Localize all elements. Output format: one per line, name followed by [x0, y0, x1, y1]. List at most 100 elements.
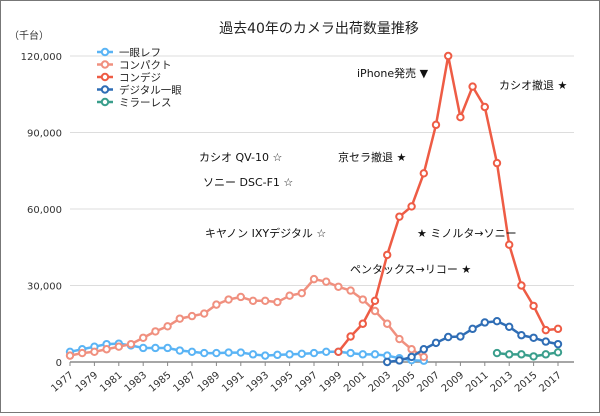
data-point — [187, 347, 197, 356]
data-point — [358, 350, 367, 359]
annotation-casio-exit: カシオ撤退 ★ — [499, 78, 567, 92]
data-point — [444, 332, 453, 342]
x-tick-label: 1977 — [49, 370, 76, 395]
data-point — [553, 348, 563, 357]
series-line — [69, 277, 425, 358]
data-point — [322, 277, 331, 286]
x-tick-label: 1991 — [220, 370, 247, 395]
data-point — [468, 82, 477, 91]
data-point — [480, 102, 489, 112]
data-point — [78, 348, 87, 358]
series-group — [65, 51, 563, 367]
data-point — [200, 309, 209, 318]
annotation-pentax-ricoh: ペンタックス→リコー ★ — [350, 263, 471, 276]
data-point — [370, 296, 380, 305]
data-point — [151, 343, 160, 353]
series-1 — [65, 274, 428, 362]
data-point — [139, 333, 148, 342]
data-point — [248, 350, 258, 359]
data-point — [492, 158, 502, 168]
series-line — [337, 54, 559, 353]
data-point — [334, 347, 343, 356]
x-tick-label: 1985 — [147, 370, 174, 395]
data-point — [517, 350, 526, 359]
data-point — [431, 338, 441, 348]
annotation-minolta-sony: ★ ミノルタ→ソニー — [417, 227, 517, 240]
y-tick-label: 90,000 — [27, 129, 62, 140]
data-point — [529, 352, 538, 361]
data-point — [322, 347, 331, 356]
data-point — [541, 337, 550, 346]
data-point — [407, 352, 416, 362]
data-point — [395, 212, 404, 221]
data-point — [505, 350, 514, 359]
data-point — [505, 240, 514, 249]
y-tick-label: 0 — [56, 358, 62, 369]
data-point — [358, 295, 367, 304]
legend-marker — [100, 97, 110, 107]
legend-marker — [100, 47, 110, 57]
x-tick-label: 2005 — [391, 370, 418, 395]
x-tick-label: 2001 — [342, 370, 369, 395]
x-tick-label: 1983 — [123, 370, 150, 395]
data-point — [236, 292, 246, 302]
data-point — [151, 327, 160, 336]
data-point — [309, 348, 319, 358]
data-point — [346, 332, 355, 341]
unit-label: （千台） — [9, 29, 49, 42]
x-tick-label: 1989 — [196, 370, 223, 395]
data-point — [541, 350, 550, 359]
data-point — [383, 319, 392, 328]
y-tick-label: 30,000 — [27, 282, 62, 293]
annotation-sony-dscf1: ソニー DSC-F1 ☆ — [203, 176, 293, 189]
x-tick-label: 2009 — [440, 370, 467, 395]
x-tick-label: 1993 — [245, 370, 272, 395]
data-point — [114, 342, 124, 351]
series-3 — [383, 317, 563, 367]
data-point — [517, 281, 526, 290]
x-tick-label: 1997 — [293, 370, 320, 395]
annotations: iPhone発売 ▼ カシオ撤退 ★ カシオ QV-10 ☆ 京セラ撤退 ★ ソ… — [199, 66, 567, 276]
data-point — [273, 297, 282, 307]
annotation-kyocera-exit: 京セラ撤退 ★ — [338, 150, 406, 164]
x-tick-label: 2003 — [367, 370, 394, 395]
data-point — [383, 250, 392, 260]
data-point — [407, 345, 416, 354]
data-point — [273, 350, 282, 360]
data-point — [261, 296, 270, 305]
x-tick-label: 1979 — [74, 370, 101, 395]
data-point — [370, 306, 380, 316]
data-point — [297, 288, 306, 298]
legend-label: コンデジ — [119, 71, 161, 84]
data-point — [163, 322, 172, 331]
series-4 — [492, 348, 563, 361]
data-point — [505, 322, 514, 332]
data-point — [90, 347, 99, 356]
data-point — [224, 348, 233, 357]
data-point — [236, 348, 246, 357]
y-tick-label: 120,000 — [21, 52, 62, 63]
data-point — [224, 295, 233, 304]
data-point — [200, 348, 209, 358]
chart-title: 過去40年のカメラ出荷数量推移 — [219, 21, 419, 37]
x-tick-label: 2017 — [537, 370, 564, 395]
data-point — [175, 314, 185, 323]
legend-label: コンパクト — [119, 60, 172, 72]
data-point — [419, 345, 428, 354]
series-2 — [334, 51, 563, 356]
data-point — [383, 357, 392, 367]
data-point — [444, 51, 453, 61]
data-point — [297, 349, 306, 359]
data-point — [163, 343, 172, 353]
legend-label: ミラーレス — [119, 97, 172, 109]
legend-marker — [100, 85, 110, 94]
data-point — [285, 291, 294, 300]
x-tick-label: 2015 — [513, 370, 540, 395]
x-tick-label: 2013 — [489, 370, 516, 395]
data-point — [248, 296, 258, 305]
data-point — [395, 334, 404, 344]
data-point — [492, 317, 502, 326]
x-tick-label: 1981 — [98, 370, 125, 395]
data-point — [370, 350, 380, 359]
